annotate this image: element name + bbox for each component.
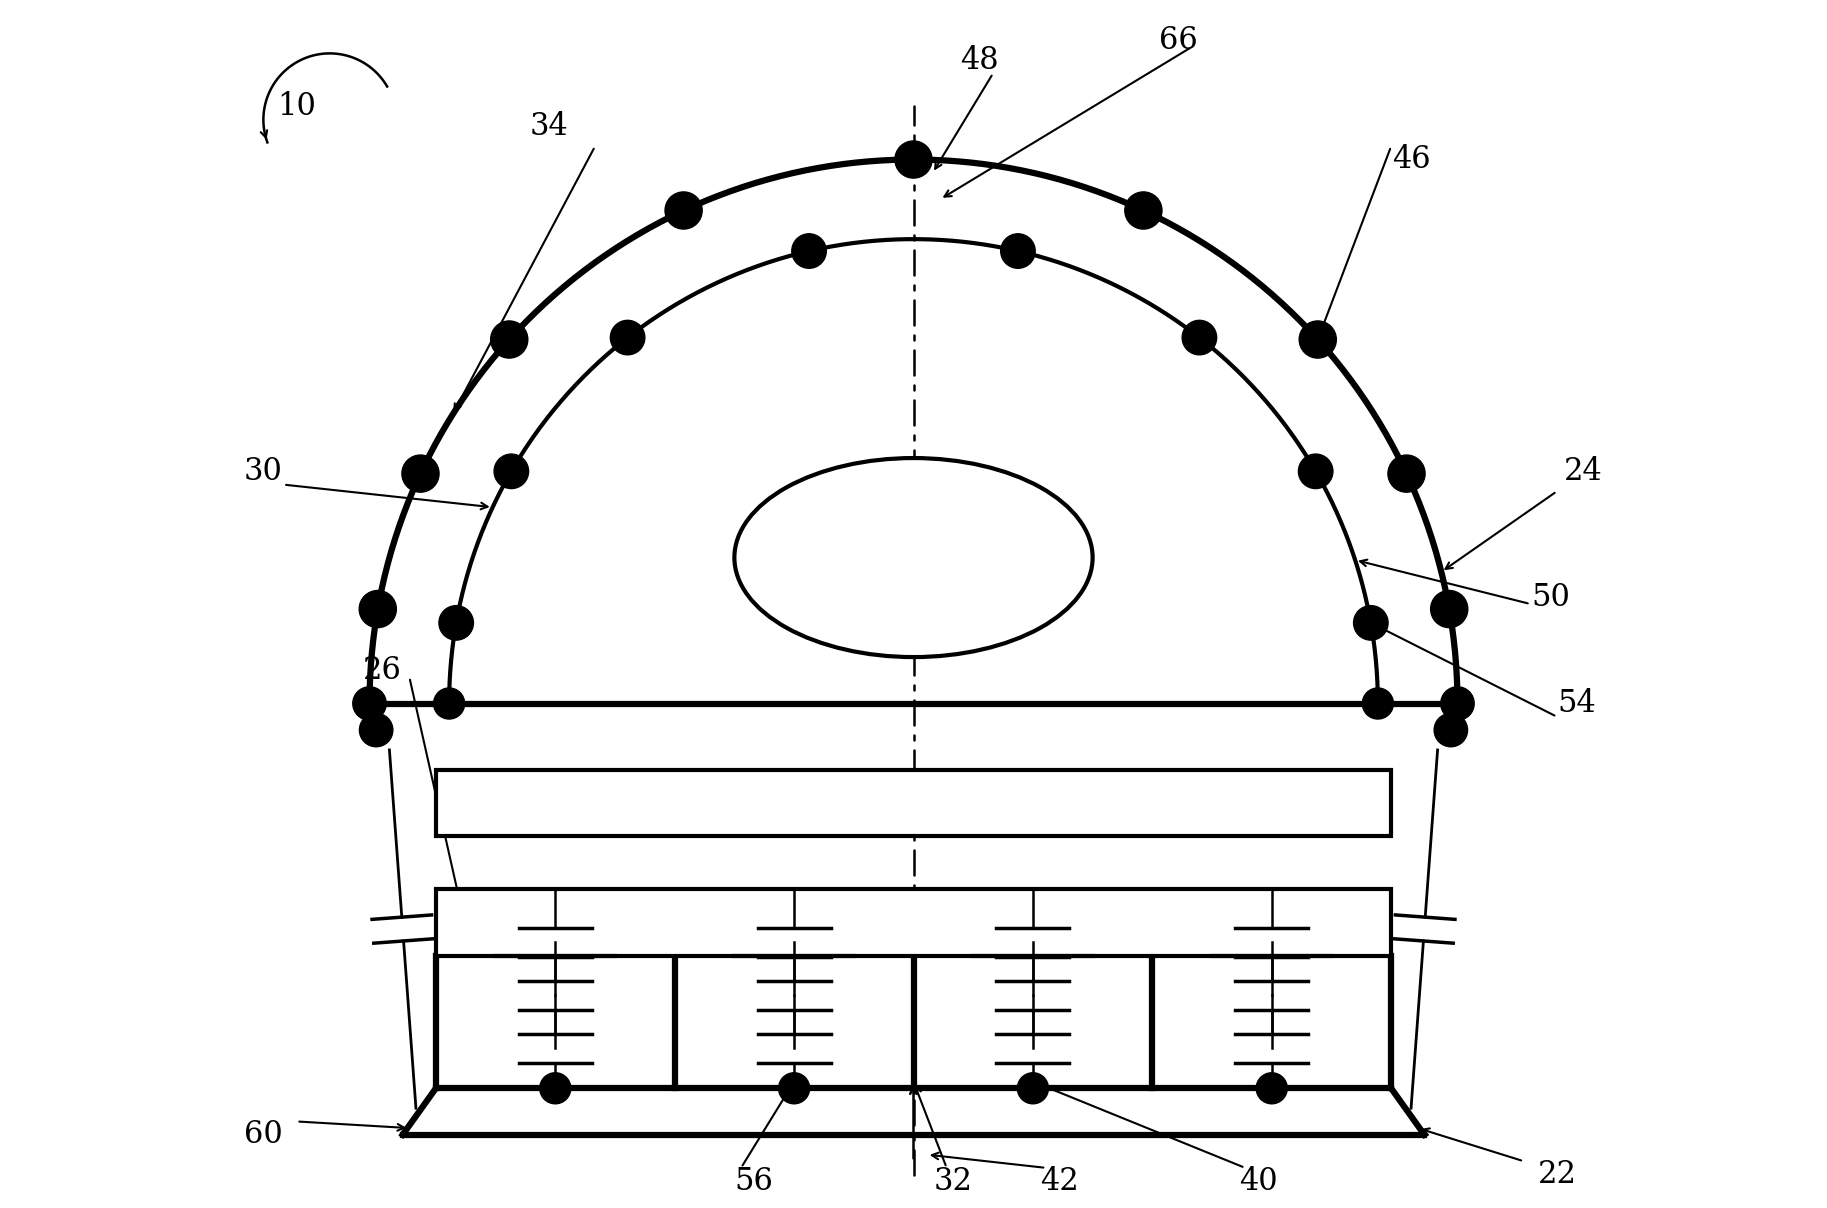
Circle shape <box>1018 1073 1049 1104</box>
Text: 54: 54 <box>1558 689 1597 719</box>
Bar <box>437 769 1390 836</box>
Circle shape <box>1257 1073 1288 1104</box>
Circle shape <box>1389 455 1425 492</box>
Text: 10: 10 <box>278 91 316 122</box>
Text: 50: 50 <box>1531 582 1569 612</box>
Circle shape <box>1434 714 1467 747</box>
Circle shape <box>353 687 385 720</box>
Circle shape <box>438 605 473 640</box>
Circle shape <box>1299 321 1336 358</box>
Circle shape <box>1442 687 1474 720</box>
Circle shape <box>665 192 702 230</box>
Text: 42: 42 <box>1040 1166 1078 1197</box>
Text: 22: 22 <box>1538 1158 1577 1190</box>
Circle shape <box>1182 320 1217 355</box>
Circle shape <box>895 141 932 178</box>
Circle shape <box>610 320 645 355</box>
Circle shape <box>1431 591 1467 628</box>
Circle shape <box>360 591 396 628</box>
Text: 26: 26 <box>364 655 402 686</box>
Circle shape <box>491 321 528 358</box>
Circle shape <box>1363 689 1394 719</box>
Text: 60: 60 <box>245 1120 283 1150</box>
Circle shape <box>1001 234 1036 268</box>
Text: 40: 40 <box>1239 1166 1277 1197</box>
Circle shape <box>1354 605 1389 640</box>
Bar <box>437 889 1390 956</box>
Text: 46: 46 <box>1392 144 1431 175</box>
Ellipse shape <box>734 458 1093 657</box>
Text: 56: 56 <box>734 1166 773 1197</box>
Circle shape <box>493 454 528 488</box>
Circle shape <box>433 689 464 719</box>
Text: 30: 30 <box>245 455 283 487</box>
Circle shape <box>539 1073 570 1104</box>
Text: 34: 34 <box>530 111 568 141</box>
Circle shape <box>1299 454 1334 488</box>
Text: 24: 24 <box>1564 455 1602 487</box>
Text: 48: 48 <box>961 45 999 76</box>
Circle shape <box>402 455 438 492</box>
Circle shape <box>791 234 826 268</box>
Text: 32: 32 <box>934 1166 972 1197</box>
Circle shape <box>1125 192 1162 230</box>
Circle shape <box>778 1073 809 1104</box>
Circle shape <box>360 714 393 747</box>
Text: 66: 66 <box>1160 24 1199 56</box>
